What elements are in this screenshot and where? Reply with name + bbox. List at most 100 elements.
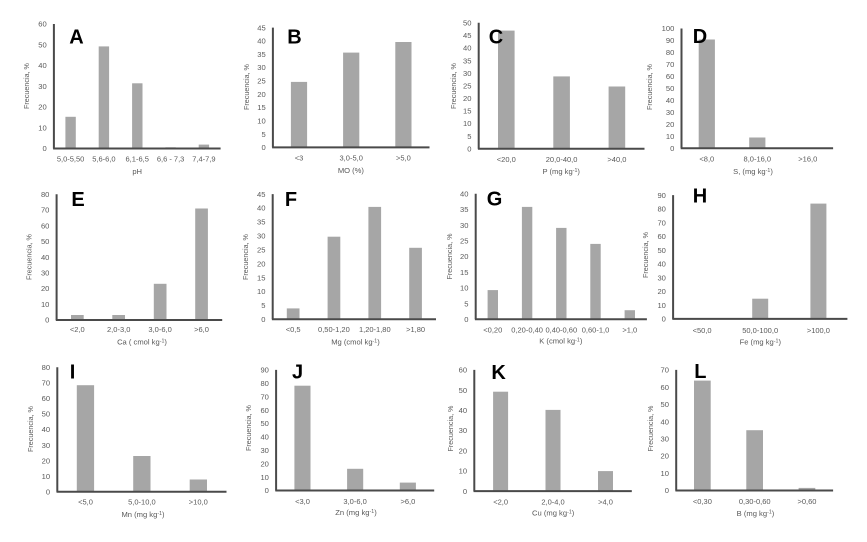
svg-text:70: 70 (42, 379, 50, 388)
svg-text:10: 10 (463, 119, 471, 128)
svg-text:40: 40 (260, 433, 268, 442)
svg-text:70: 70 (657, 218, 665, 227)
svg-text:Frecuencia, %: Frecuencia, % (242, 63, 251, 110)
svg-text:20: 20 (661, 452, 669, 461)
svg-text:>1,80: >1,80 (406, 325, 425, 334)
svg-text:20: 20 (42, 456, 50, 465)
svg-text:>40,0: >40,0 (607, 155, 626, 164)
svg-text:K (cmol kg-1): K (cmol kg-1) (539, 337, 583, 346)
svg-text:>100,0: >100,0 (807, 326, 830, 335)
svg-text:<0,30: <0,30 (693, 497, 712, 506)
svg-text:0: 0 (261, 315, 265, 324)
svg-text:80: 80 (260, 379, 268, 388)
svg-text:G: G (487, 189, 503, 211)
svg-text:35: 35 (257, 50, 265, 59)
svg-text:B: B (287, 27, 301, 49)
svg-text:<2,0: <2,0 (493, 497, 508, 506)
svg-text:>6,0: >6,0 (194, 325, 209, 334)
svg-text:>4,0: >4,0 (598, 497, 613, 506)
svg-text:60: 60 (38, 20, 46, 29)
svg-text:Frecuencia, %: Frecuencia, % (446, 405, 455, 452)
svg-text:Fe (mg kg-1): Fe (mg kg-1) (740, 338, 782, 347)
svg-text:Frecuencia, %: Frecuencia, % (641, 231, 650, 278)
svg-text:10: 10 (459, 467, 467, 476)
svg-text:80: 80 (42, 363, 50, 372)
svg-text:25: 25 (257, 245, 265, 254)
svg-text:45: 45 (257, 23, 265, 32)
svg-text:>10,0: >10,0 (189, 497, 208, 506)
svg-text:0: 0 (463, 487, 467, 496)
svg-text:<5,0: <5,0 (78, 497, 93, 506)
svg-text:J: J (292, 362, 303, 384)
svg-text:80: 80 (666, 48, 674, 57)
svg-text:5,0-10,0: 5,0-10,0 (128, 497, 156, 506)
svg-text:0: 0 (261, 143, 265, 152)
svg-text:L: L (694, 361, 706, 383)
svg-text:40: 40 (666, 96, 674, 105)
svg-text:40: 40 (661, 417, 669, 426)
svg-text:50: 50 (459, 386, 467, 395)
svg-text:<8,0: <8,0 (699, 154, 714, 163)
svg-text:0,20-0,40: 0,20-0,40 (511, 326, 543, 335)
svg-text:20: 20 (260, 459, 268, 468)
svg-text:0: 0 (46, 488, 50, 497)
svg-text:I: I (70, 362, 76, 384)
svg-text:10: 10 (38, 123, 46, 132)
svg-text:35: 35 (463, 56, 471, 65)
svg-text:8,0-16,0: 8,0-16,0 (744, 154, 772, 163)
svg-text:2,0-3,0: 2,0-3,0 (107, 325, 130, 334)
svg-text:60: 60 (260, 406, 268, 415)
svg-text:S, (mg kg-1): S, (mg kg-1) (733, 167, 773, 176)
svg-text:25: 25 (257, 77, 265, 86)
svg-text:15: 15 (463, 107, 471, 116)
svg-text:3,0-6,0: 3,0-6,0 (343, 497, 366, 506)
svg-text:35: 35 (257, 218, 265, 227)
svg-text:D: D (693, 26, 707, 48)
svg-text:70: 70 (661, 366, 669, 375)
svg-text:0,50-1,20: 0,50-1,20 (318, 325, 350, 334)
svg-text:5,0-5,50: 5,0-5,50 (57, 154, 85, 163)
svg-text:30: 30 (38, 82, 46, 91)
svg-text:6,6 - 7,3: 6,6 - 7,3 (157, 154, 185, 163)
svg-text:20: 20 (38, 103, 46, 112)
svg-text:0: 0 (662, 315, 666, 324)
svg-text:3,0-5,0: 3,0-5,0 (340, 154, 363, 163)
svg-text:10: 10 (657, 301, 665, 310)
svg-text:50: 50 (41, 237, 49, 246)
svg-text:3,0-6,0: 3,0-6,0 (148, 325, 171, 334)
svg-text:Frecuencia, %: Frecuencia, % (646, 405, 655, 452)
svg-text:A: A (69, 27, 83, 49)
svg-text:30: 30 (460, 221, 468, 230)
svg-text:H: H (693, 186, 707, 208)
svg-text:40: 40 (38, 61, 46, 70)
svg-text:>5,0: >5,0 (396, 154, 411, 163)
svg-text:5: 5 (464, 299, 468, 308)
svg-text:30: 30 (666, 108, 674, 117)
svg-text:35: 35 (460, 205, 468, 214)
svg-text:20: 20 (41, 284, 49, 293)
svg-text:70: 70 (41, 206, 49, 215)
svg-text:pH: pH (132, 167, 142, 176)
svg-text:30: 30 (260, 446, 268, 455)
svg-text:Mg (cmol kg-1): Mg (cmol kg-1) (331, 338, 380, 347)
svg-text:Frecuencia, %: Frecuencia, % (244, 404, 253, 451)
svg-text:30: 30 (459, 426, 467, 435)
svg-text:30: 30 (257, 63, 265, 72)
svg-text:P (mg kg-1): P (mg kg-1) (542, 167, 580, 176)
svg-text:50,0-100,0: 50,0-100,0 (742, 326, 778, 335)
svg-text:30: 30 (463, 69, 471, 78)
svg-text:40: 40 (657, 260, 665, 269)
svg-text:Ca ( cmol kg-1): Ca ( cmol kg-1) (117, 338, 167, 347)
svg-text:Cu (mg kg-1): Cu (mg kg-1) (532, 509, 575, 518)
svg-text:20: 20 (257, 90, 265, 99)
svg-text:2,0-4,0: 2,0-4,0 (541, 497, 564, 506)
svg-text:Frecuencia, %: Frecuencia, % (445, 233, 454, 280)
svg-text:90: 90 (657, 191, 665, 200)
svg-text:>0,60: >0,60 (798, 497, 817, 506)
svg-text:30: 30 (41, 269, 49, 278)
svg-text:10: 10 (460, 284, 468, 293)
svg-text:10: 10 (42, 472, 50, 481)
svg-text:50: 50 (463, 19, 471, 28)
svg-text:10: 10 (41, 300, 49, 309)
svg-text:70: 70 (666, 60, 674, 69)
